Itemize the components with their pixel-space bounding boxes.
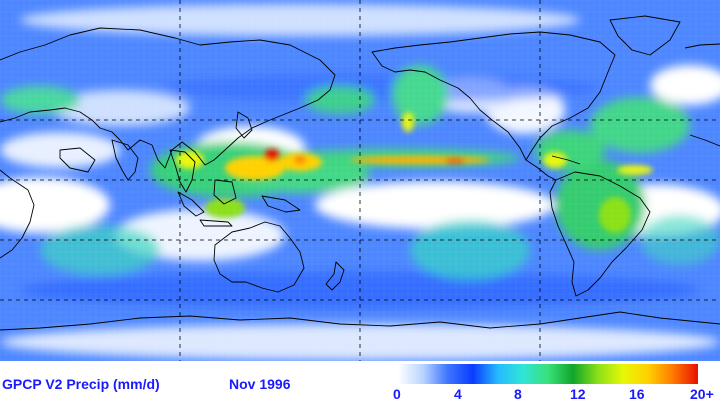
coastline-new-zealand (325, 261, 345, 291)
coastlines (0, 15, 720, 331)
coastline-south-america (549, 171, 651, 297)
graticule (0, 0, 720, 361)
colorbar (398, 364, 698, 384)
coastline-greenland (609, 15, 681, 56)
coastline-borneo (213, 179, 237, 205)
coastline-eurasia (0, 27, 336, 169)
map-date: Nov 1996 (229, 376, 291, 392)
coastline-arabia (59, 147, 96, 173)
coastline-indochina (169, 149, 196, 193)
colorbar-tick-0: 0 (393, 386, 401, 402)
colorbar-tick-4: 4 (454, 386, 462, 402)
coastline-europe-west (684, 43, 720, 49)
colorbar-tick-8: 8 (514, 386, 522, 402)
coastline-central-america (525, 159, 557, 181)
coastline-sumatra (177, 191, 205, 217)
precipitation-map (0, 0, 720, 361)
colorbar-gradient (398, 364, 698, 384)
coastline-north-america (371, 31, 616, 161)
coastline-africa-east (0, 169, 35, 259)
colorbar-tick-20: 20+ (690, 386, 714, 402)
precipitation-field (0, 0, 720, 361)
coastline-new-guinea (261, 195, 301, 213)
colorbar-tick-12: 12 (570, 386, 586, 402)
coastline-africa-west (689, 134, 720, 147)
coastline-japan (235, 111, 253, 139)
coastline-india (111, 139, 139, 181)
coastline-antarctica (0, 311, 720, 331)
map-title: GPCP V2 Precip (mm/d) (2, 376, 160, 392)
coastline-australia (213, 221, 305, 293)
coastline-java (199, 219, 233, 227)
coastline-caribbean (551, 155, 581, 165)
colorbar-tick-16: 16 (629, 386, 645, 402)
